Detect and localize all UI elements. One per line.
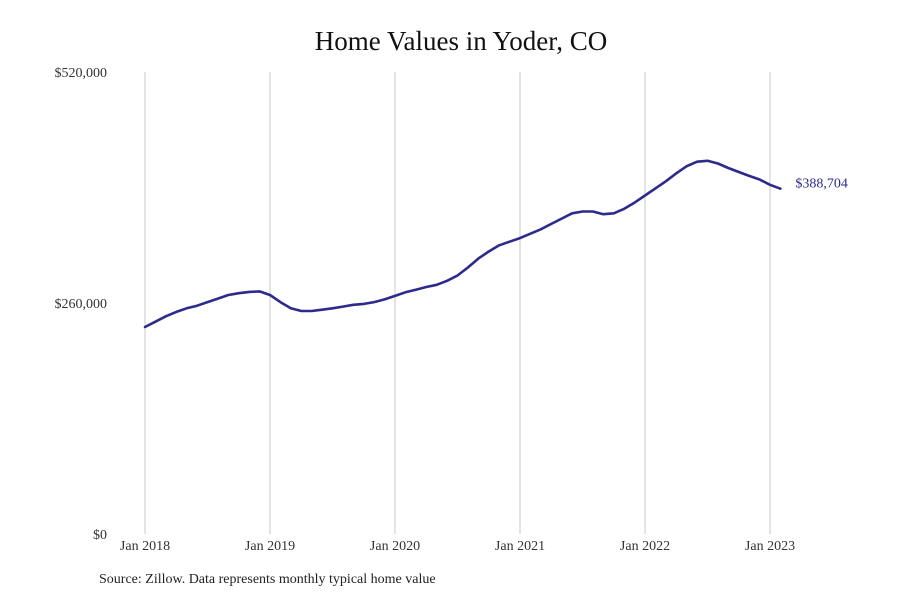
- end-value-label: $388,704: [795, 177, 848, 192]
- series-layer: [143, 159, 782, 329]
- x-tick-label: Jan 2021: [495, 539, 545, 554]
- x-axis-ticks: Jan 2018 Jan 2019 Jan 2020 Jan 2021 Jan 2022…: [120, 539, 795, 554]
- x-tick-label: Jan 2022: [620, 539, 670, 554]
- gridlines: [144, 72, 771, 534]
- series-line: [143, 159, 782, 329]
- source-note: Source: Zillow. Data represents monthly …: [99, 572, 436, 587]
- x-tick-label: Jan 2019: [245, 539, 295, 554]
- chart-title: Home Values in Yoder, CO: [314, 26, 608, 56]
- y-tick-label: $0: [93, 528, 107, 543]
- x-tick-label: Jan 2018: [120, 539, 170, 554]
- x-tick-label: Jan 2023: [745, 539, 795, 554]
- y-tick-label: $520,000: [55, 66, 108, 81]
- y-axis-ticks: $0 $260,000 $520,000: [55, 66, 108, 543]
- end-label-layer: $388,704: [795, 177, 848, 192]
- y-tick-label: $260,000: [55, 297, 108, 312]
- x-tick-label: Jan 2020: [370, 539, 420, 554]
